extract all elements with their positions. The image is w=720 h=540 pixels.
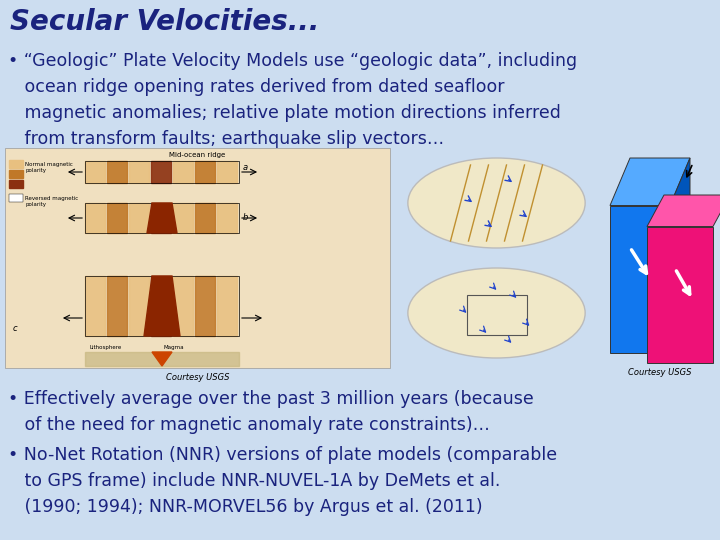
Bar [195, 161, 215, 183]
Bar [85, 161, 239, 183]
Text: from transform faults; earthquake slip vectors…: from transform faults; earthquake slip v… [8, 130, 444, 148]
Bar [151, 161, 171, 183]
Bar [9, 160, 23, 168]
Text: c: c [13, 324, 17, 333]
Text: Secular Velocities...: Secular Velocities... [10, 8, 319, 36]
Text: Normal magnetic
polarity: Normal magnetic polarity [25, 162, 73, 173]
Text: Courtesy USGS: Courtesy USGS [629, 368, 692, 377]
Bar [151, 276, 171, 336]
Bar [107, 276, 127, 336]
Ellipse shape [408, 158, 585, 248]
Polygon shape [144, 276, 180, 336]
Bar [129, 276, 149, 336]
Text: ocean ridge opening rates derived from dated seafloor: ocean ridge opening rates derived from d… [8, 78, 505, 96]
Bar [129, 203, 149, 233]
Polygon shape [147, 203, 177, 233]
Polygon shape [670, 158, 690, 353]
Bar [173, 203, 193, 233]
Bar [195, 276, 215, 336]
Bar [85, 161, 105, 183]
Text: Reversed magnetic
polarity: Reversed magnetic polarity [25, 196, 78, 207]
Bar [195, 203, 215, 233]
Polygon shape [610, 206, 670, 353]
Text: magnetic anomalies; relative plate motion directions inferred: magnetic anomalies; relative plate motio… [8, 104, 561, 122]
Bar [173, 161, 193, 183]
Bar [151, 203, 171, 233]
Polygon shape [152, 352, 172, 366]
Text: (1990; 1994); NNR-MORVEL56 by Argus et al. (2011): (1990; 1994); NNR-MORVEL56 by Argus et a… [8, 498, 482, 516]
Bar [217, 203, 237, 233]
Ellipse shape [408, 268, 585, 358]
Bar [85, 276, 239, 336]
Bar [85, 352, 239, 366]
Text: • Effectively average over the past 3 million years (because: • Effectively average over the past 3 mi… [8, 390, 534, 408]
Bar [9, 170, 23, 178]
Text: Mid-ocean ridge: Mid-ocean ridge [169, 152, 225, 158]
Text: b: b [243, 213, 248, 222]
Text: to GPS frame) include NNR-NUVEL-1A by DeMets et al.: to GPS frame) include NNR-NUVEL-1A by De… [8, 472, 500, 490]
Text: Magma: Magma [163, 345, 184, 350]
Bar [85, 203, 105, 233]
Polygon shape [647, 226, 713, 363]
Polygon shape [647, 195, 720, 226]
Bar [467, 295, 526, 335]
Bar [217, 161, 237, 183]
Bar [217, 276, 237, 336]
Bar [85, 276, 105, 336]
Bar [107, 203, 127, 233]
Text: a: a [243, 164, 248, 172]
Text: Lithosphere: Lithosphere [90, 345, 122, 350]
Bar [107, 161, 127, 183]
Text: • “Geologic” Plate Velocity Models use “geologic data”, including: • “Geologic” Plate Velocity Models use “… [8, 52, 577, 70]
Bar [9, 180, 23, 188]
Text: of the need for magnetic anomaly rate constraints)…: of the need for magnetic anomaly rate co… [8, 416, 490, 434]
Text: Courtesy USGS: Courtesy USGS [166, 373, 229, 382]
Bar [173, 276, 193, 336]
Polygon shape [610, 158, 690, 206]
Text: • No-Net Rotation (NNR) versions of plate models (comparable: • No-Net Rotation (NNR) versions of plat… [8, 446, 557, 464]
Bar [129, 161, 149, 183]
Bar [85, 203, 239, 233]
Bar [5, 148, 390, 368]
Bar [9, 194, 23, 202]
